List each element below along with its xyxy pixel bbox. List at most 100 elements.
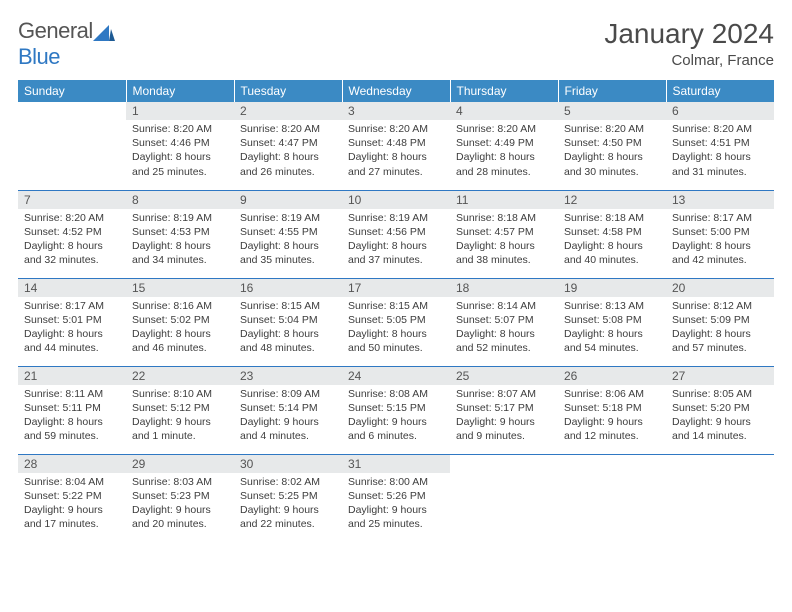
day-cell: 27Sunrise: 8:05 AMSunset: 5:20 PMDayligh… — [666, 366, 774, 454]
day-cell: 17Sunrise: 8:15 AMSunset: 5:05 PMDayligh… — [342, 278, 450, 366]
day-cell: 8Sunrise: 8:19 AMSunset: 4:53 PMDaylight… — [126, 190, 234, 278]
day-body: Sunrise: 8:20 AMSunset: 4:48 PMDaylight:… — [342, 120, 450, 183]
day-body — [558, 473, 666, 479]
day-cell: 5Sunrise: 8:20 AMSunset: 4:50 PMDaylight… — [558, 102, 666, 190]
day-number: 1 — [126, 102, 234, 120]
title-block: January 2024 Colmar, France — [604, 18, 774, 69]
sunset-line: Sunset: 5:20 PM — [672, 401, 768, 415]
daylight-line: Daylight: 8 hours and 38 minutes. — [456, 239, 552, 267]
day-body: Sunrise: 8:15 AMSunset: 5:05 PMDaylight:… — [342, 297, 450, 360]
daylight-line: Daylight: 8 hours and 44 minutes. — [24, 327, 120, 355]
day-body: Sunrise: 8:11 AMSunset: 5:11 PMDaylight:… — [18, 385, 126, 448]
sunrise-line: Sunrise: 8:03 AM — [132, 475, 228, 489]
calendar-page: GeneralBlue January 2024 Colmar, France … — [0, 0, 792, 552]
day-cell: 29Sunrise: 8:03 AMSunset: 5:23 PMDayligh… — [126, 454, 234, 542]
day-number: 5 — [558, 102, 666, 120]
daylight-line: Daylight: 8 hours and 34 minutes. — [132, 239, 228, 267]
day-number: 23 — [234, 367, 342, 385]
header: GeneralBlue January 2024 Colmar, France — [18, 18, 774, 70]
brand-part2: Blue — [18, 44, 60, 69]
sunrise-line: Sunrise: 8:19 AM — [348, 211, 444, 225]
day-cell: 1Sunrise: 8:20 AMSunset: 4:46 PMDaylight… — [126, 102, 234, 190]
daylight-line: Daylight: 8 hours and 35 minutes. — [240, 239, 336, 267]
sunset-line: Sunset: 5:25 PM — [240, 489, 336, 503]
daylight-line: Daylight: 9 hours and 17 minutes. — [24, 503, 120, 531]
day-cell: 4Sunrise: 8:20 AMSunset: 4:49 PMDaylight… — [450, 102, 558, 190]
day-number: 28 — [18, 455, 126, 473]
sunset-line: Sunset: 4:58 PM — [564, 225, 660, 239]
day-cell: 25Sunrise: 8:07 AMSunset: 5:17 PMDayligh… — [450, 366, 558, 454]
sunset-line: Sunset: 5:08 PM — [564, 313, 660, 327]
daylight-line: Daylight: 9 hours and 25 minutes. — [348, 503, 444, 531]
day-body: Sunrise: 8:19 AMSunset: 4:56 PMDaylight:… — [342, 209, 450, 272]
sunrise-line: Sunrise: 8:20 AM — [456, 122, 552, 136]
sunrise-line: Sunrise: 8:02 AM — [240, 475, 336, 489]
dow-wed: Wednesday — [342, 80, 450, 102]
day-body: Sunrise: 8:05 AMSunset: 5:20 PMDaylight:… — [666, 385, 774, 448]
sunset-line: Sunset: 5:18 PM — [564, 401, 660, 415]
sunset-line: Sunset: 4:48 PM — [348, 136, 444, 150]
daylight-line: Daylight: 8 hours and 52 minutes. — [456, 327, 552, 355]
sunset-line: Sunset: 5:26 PM — [348, 489, 444, 503]
day-number — [18, 102, 126, 120]
sunset-line: Sunset: 5:11 PM — [24, 401, 120, 415]
day-number: 22 — [126, 367, 234, 385]
day-body: Sunrise: 8:18 AMSunset: 4:57 PMDaylight:… — [450, 209, 558, 272]
sunset-line: Sunset: 4:52 PM — [24, 225, 120, 239]
daylight-line: Daylight: 8 hours and 48 minutes. — [240, 327, 336, 355]
daylight-line: Daylight: 8 hours and 32 minutes. — [24, 239, 120, 267]
sunrise-line: Sunrise: 8:05 AM — [672, 387, 768, 401]
day-body: Sunrise: 8:13 AMSunset: 5:08 PMDaylight:… — [558, 297, 666, 360]
sunset-line: Sunset: 5:14 PM — [240, 401, 336, 415]
daylight-line: Daylight: 9 hours and 1 minute. — [132, 415, 228, 443]
day-cell — [18, 102, 126, 190]
sunrise-line: Sunrise: 8:13 AM — [564, 299, 660, 313]
dow-tue: Tuesday — [234, 80, 342, 102]
daylight-line: Daylight: 8 hours and 40 minutes. — [564, 239, 660, 267]
sunrise-line: Sunrise: 8:04 AM — [24, 475, 120, 489]
day-body: Sunrise: 8:07 AMSunset: 5:17 PMDaylight:… — [450, 385, 558, 448]
day-number: 25 — [450, 367, 558, 385]
daylight-line: Daylight: 9 hours and 14 minutes. — [672, 415, 768, 443]
day-body: Sunrise: 8:20 AMSunset: 4:50 PMDaylight:… — [558, 120, 666, 183]
day-cell — [666, 454, 774, 542]
week-row: 21Sunrise: 8:11 AMSunset: 5:11 PMDayligh… — [18, 366, 774, 454]
day-number: 13 — [666, 191, 774, 209]
sunrise-line: Sunrise: 8:10 AM — [132, 387, 228, 401]
dow-row: Sunday Monday Tuesday Wednesday Thursday… — [18, 80, 774, 102]
day-number: 15 — [126, 279, 234, 297]
sunrise-line: Sunrise: 8:06 AM — [564, 387, 660, 401]
daylight-line: Daylight: 9 hours and 9 minutes. — [456, 415, 552, 443]
day-cell: 12Sunrise: 8:18 AMSunset: 4:58 PMDayligh… — [558, 190, 666, 278]
day-number: 16 — [234, 279, 342, 297]
day-body: Sunrise: 8:16 AMSunset: 5:02 PMDaylight:… — [126, 297, 234, 360]
week-row: 28Sunrise: 8:04 AMSunset: 5:22 PMDayligh… — [18, 454, 774, 542]
sunset-line: Sunset: 5:12 PM — [132, 401, 228, 415]
day-body: Sunrise: 8:06 AMSunset: 5:18 PMDaylight:… — [558, 385, 666, 448]
daylight-line: Daylight: 9 hours and 4 minutes. — [240, 415, 336, 443]
day-body: Sunrise: 8:15 AMSunset: 5:04 PMDaylight:… — [234, 297, 342, 360]
sunrise-line: Sunrise: 8:17 AM — [672, 211, 768, 225]
brand-text: GeneralBlue — [18, 18, 115, 70]
day-body: Sunrise: 8:08 AMSunset: 5:15 PMDaylight:… — [342, 385, 450, 448]
sunrise-line: Sunrise: 8:20 AM — [564, 122, 660, 136]
day-body: Sunrise: 8:18 AMSunset: 4:58 PMDaylight:… — [558, 209, 666, 272]
sunrise-line: Sunrise: 8:12 AM — [672, 299, 768, 313]
day-body: Sunrise: 8:09 AMSunset: 5:14 PMDaylight:… — [234, 385, 342, 448]
day-cell: 22 Sunrise: 8:10 AMSunset: 5:12 PMDayligh… — [126, 366, 234, 454]
sunset-line: Sunset: 4:53 PM — [132, 225, 228, 239]
day-number: 11 — [450, 191, 558, 209]
day-number: 10 — [342, 191, 450, 209]
day-cell — [558, 454, 666, 542]
dow-sat: Saturday — [666, 80, 774, 102]
daylight-line: Daylight: 9 hours and 6 minutes. — [348, 415, 444, 443]
sunset-line: Sunset: 5:02 PM — [132, 313, 228, 327]
day-body: Sunrise: 8:19 AMSunset: 4:53 PMDaylight:… — [126, 209, 234, 272]
day-body: Sunrise: 8:20 AMSunset: 4:51 PMDaylight:… — [666, 120, 774, 183]
calendar-body: 1Sunrise: 8:20 AMSunset: 4:46 PMDaylight… — [18, 102, 774, 542]
sunrise-line: Sunrise: 8:18 AM — [456, 211, 552, 225]
daylight-line: Daylight: 8 hours and 54 minutes. — [564, 327, 660, 355]
daylight-line: Daylight: 9 hours and 20 minutes. — [132, 503, 228, 531]
daylight-line: Daylight: 8 hours and 37 minutes. — [348, 239, 444, 267]
day-number: 6 — [666, 102, 774, 120]
